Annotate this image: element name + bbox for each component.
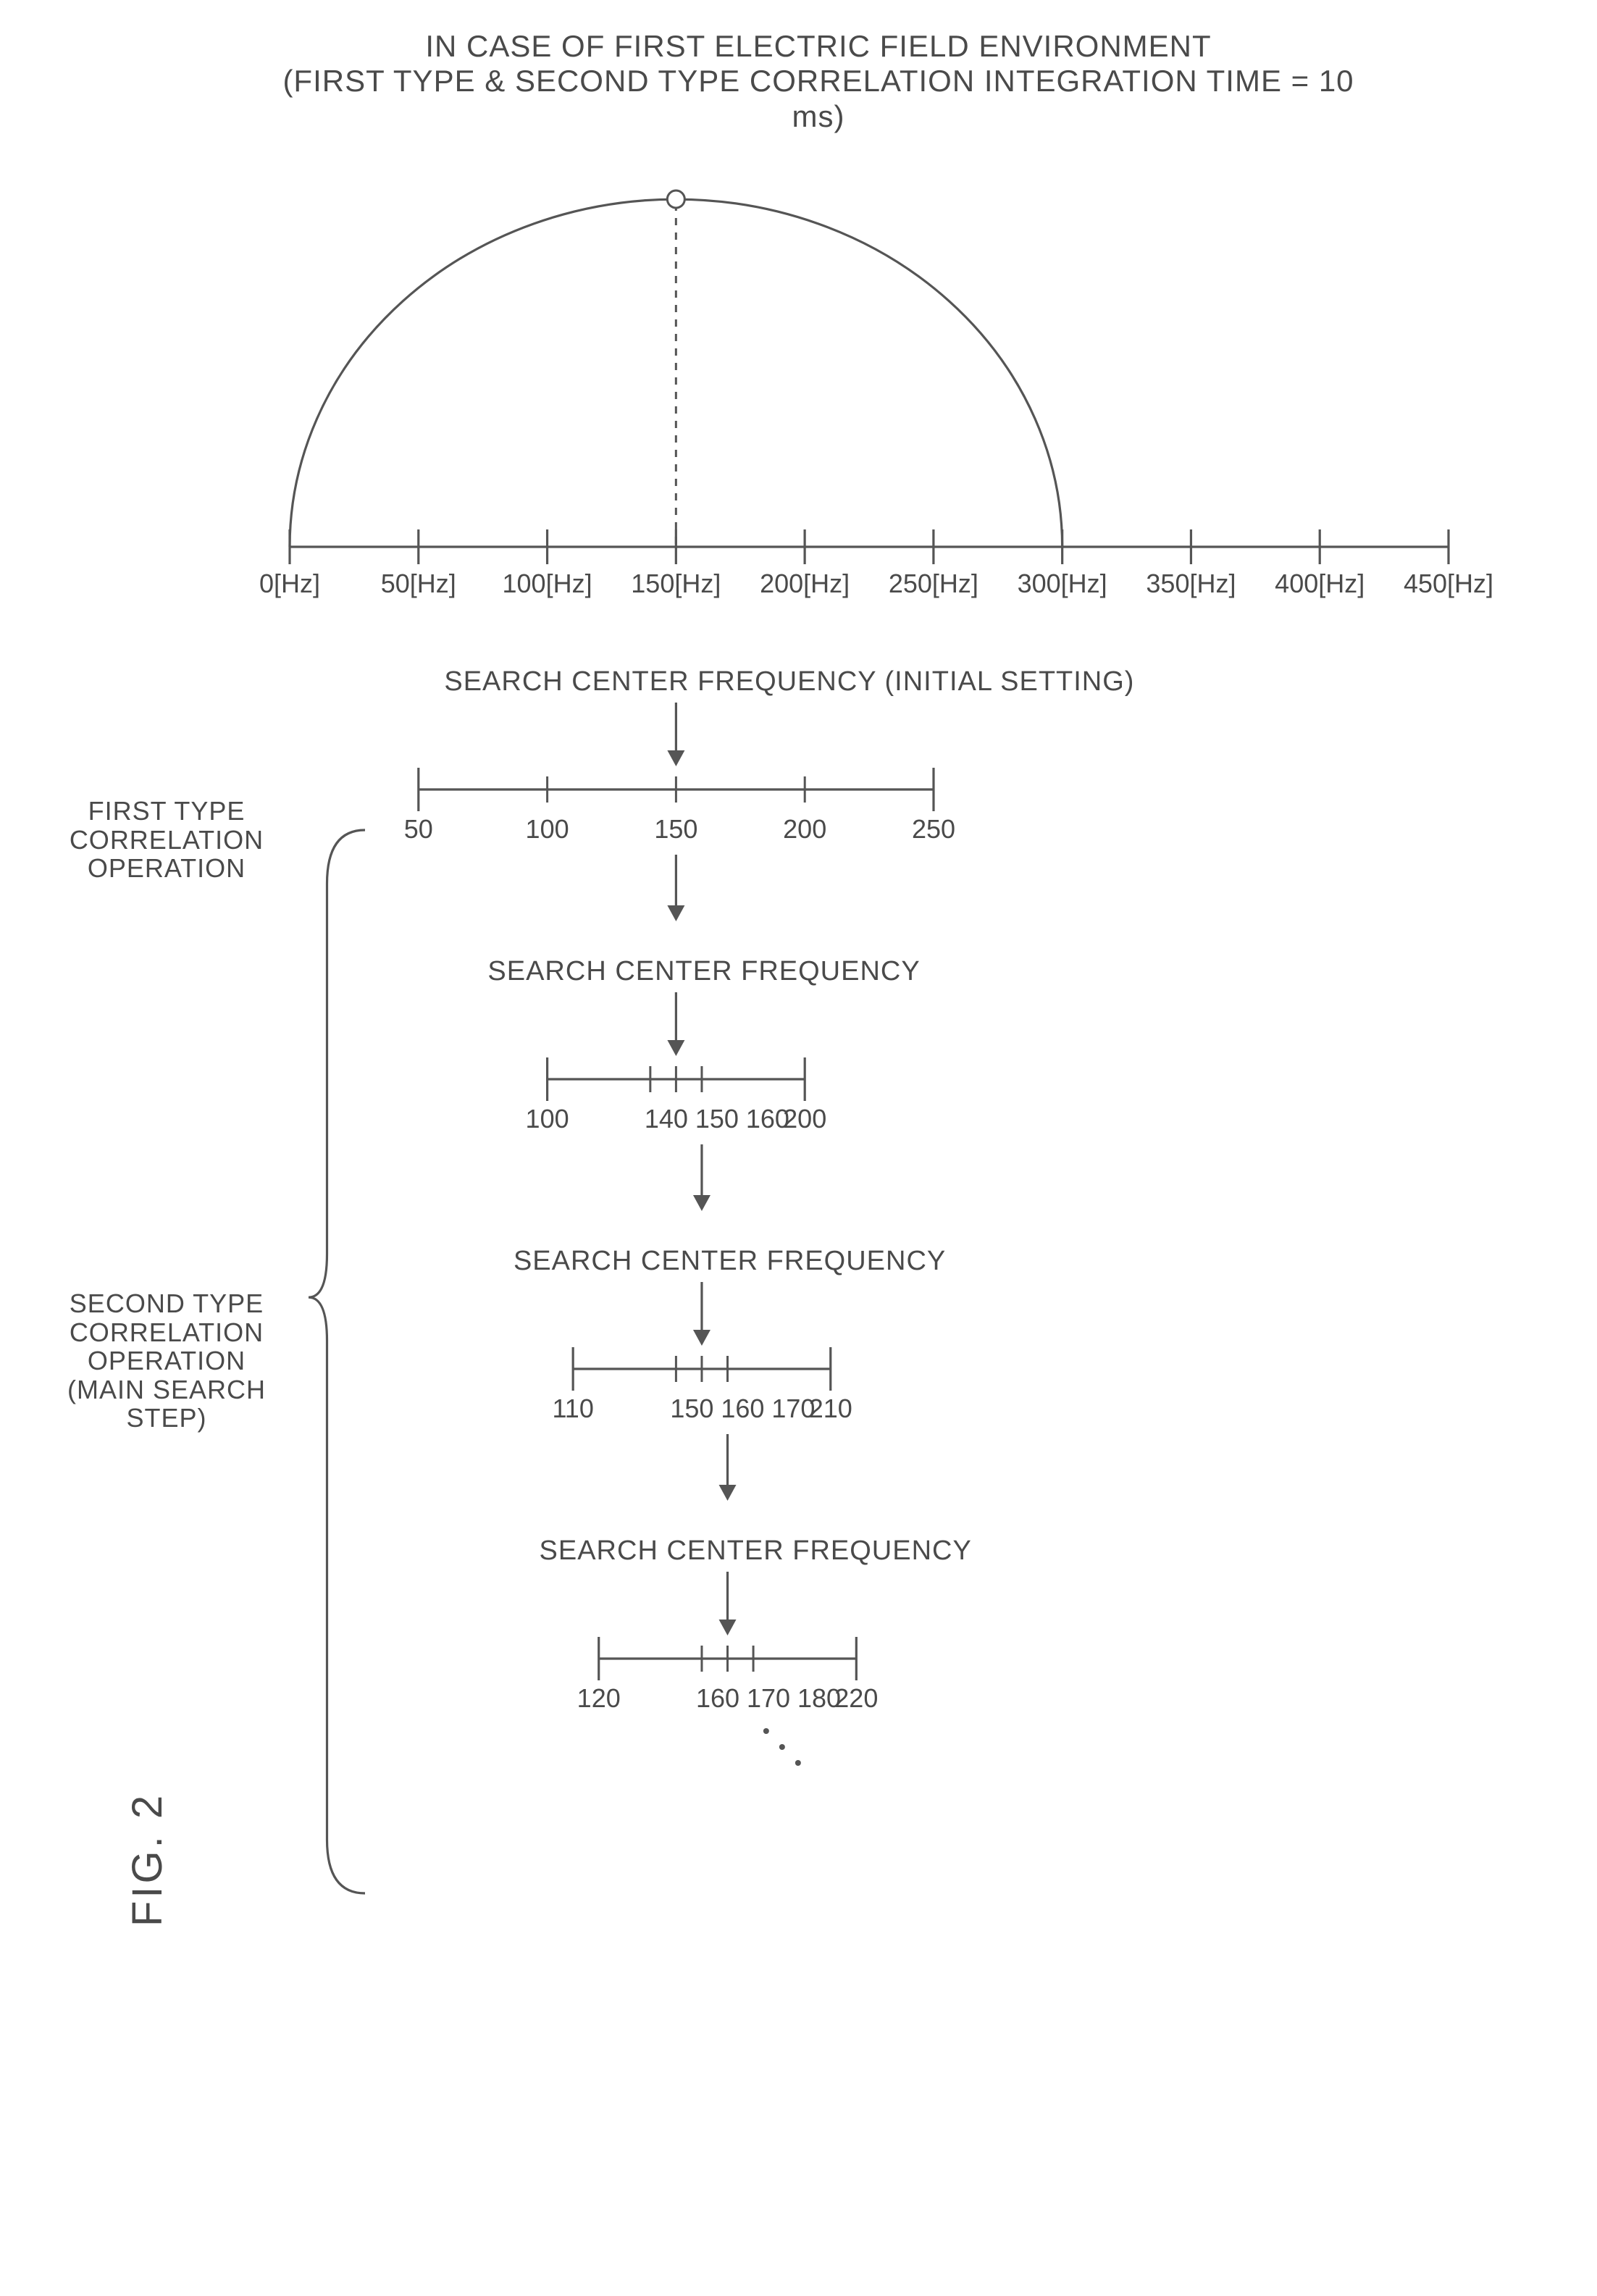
second-type-label: SECOND TYPECORRELATIONOPERATION(MAIN SEA… bbox=[29, 1289, 304, 1433]
segment-tick-label: 210 bbox=[809, 1394, 852, 1424]
segment-tick-label: 160 bbox=[721, 1394, 764, 1424]
main-axis-tick-label: 300[Hz] bbox=[1018, 569, 1107, 599]
main-axis-tick-label: 0[Hz] bbox=[259, 569, 320, 599]
segment-tick-label: 100 bbox=[526, 1104, 569, 1134]
segment-tick-label: 150 bbox=[695, 1104, 739, 1134]
segment-tick-label: 110 bbox=[552, 1394, 593, 1424]
title-line-1: IN CASE OF FIRST ELECTRIC FIELD ENVIRONM… bbox=[275, 29, 1362, 64]
brace bbox=[304, 826, 369, 1898]
diagram-title: IN CASE OF FIRST ELECTRIC FIELD ENVIRONM… bbox=[275, 29, 1362, 134]
main-axis-tick-label: 100[Hz] bbox=[503, 569, 592, 599]
segment-tick-label: 250 bbox=[912, 814, 955, 845]
segment-tick-label: 200 bbox=[783, 1104, 826, 1134]
main-axis-tick-label: 250[Hz] bbox=[889, 569, 978, 599]
segment-heading: SEARCH CENTER FREQUENCY (INITIAL SETTING… bbox=[444, 666, 1134, 697]
segment-tick-label: 100 bbox=[526, 814, 569, 845]
segment-tick-label: 160 bbox=[696, 1683, 739, 1714]
main-axis-tick-label: 450[Hz] bbox=[1404, 569, 1493, 599]
main-axis-tick-label: 400[Hz] bbox=[1275, 569, 1365, 599]
segment-tick-label: 140 bbox=[645, 1104, 688, 1134]
segment-tick-label: 50 bbox=[404, 814, 433, 845]
main-axis-tick-label: 200[Hz] bbox=[760, 569, 850, 599]
title-line-2: (FIRST TYPE & SECOND TYPE CORRELATION IN… bbox=[275, 64, 1362, 134]
segment-tick-label: 170 bbox=[747, 1683, 790, 1714]
segment-tick-label: 120 bbox=[577, 1683, 621, 1714]
segment-tick-label: 150 bbox=[654, 814, 697, 845]
segment-heading: SEARCH CENTER FREQUENCY bbox=[487, 956, 920, 987]
segment-heading: SEARCH CENTER FREQUENCY bbox=[514, 1246, 946, 1277]
first-type-label: FIRST TYPECORRELATIONOPERATION bbox=[58, 797, 275, 883]
segment-tick-label: 220 bbox=[834, 1683, 878, 1714]
main-axis-tick-label: 350[Hz] bbox=[1146, 569, 1236, 599]
segment-tick-label: 200 bbox=[783, 814, 826, 845]
segment-tick-label: 150 bbox=[670, 1394, 713, 1424]
main-axis-tick-label: 50[Hz] bbox=[381, 569, 456, 599]
main-axis-tick-label: 150[Hz] bbox=[631, 569, 721, 599]
segment-heading: SEARCH CENTER FREQUENCY bbox=[540, 1535, 972, 1567]
main-axis-plot bbox=[130, 141, 1506, 590]
